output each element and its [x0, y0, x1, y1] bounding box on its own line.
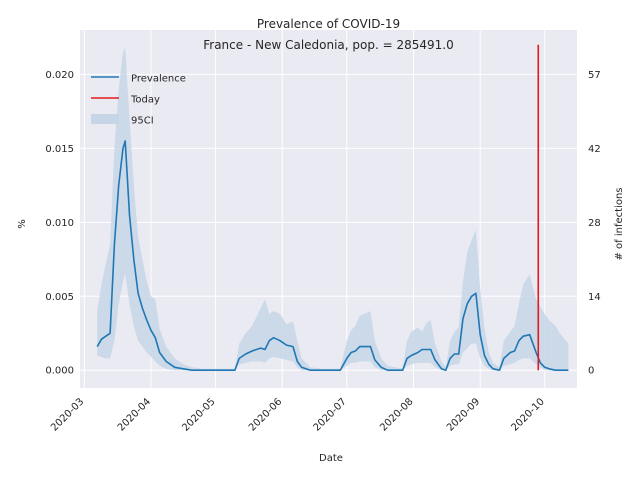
- prevalence-line-layer: [96, 140, 569, 372]
- x-tick-label: 2020-05: [180, 396, 217, 433]
- right-y-tick-label: 28: [588, 218, 601, 229]
- right-y-tick-label: 0: [588, 366, 594, 377]
- x-tick-label: 2020-07: [312, 396, 349, 433]
- legend-label-95ci: 95CI: [131, 116, 154, 127]
- x-tick-label: 2020-09: [445, 396, 482, 433]
- legend-label-prevalence: Prevalence: [131, 74, 186, 85]
- right-y-axis-label: # of infections: [614, 187, 625, 260]
- legend-label-today: Today: [130, 95, 160, 106]
- x-tick-labels: 2020-03 2020-04 2020-05 2020-06 2020-07 2020-…: [49, 396, 547, 433]
- y-tick-label: 0.020: [45, 70, 74, 81]
- x-tick-label: 2020-03: [49, 396, 86, 433]
- legend-swatch-95ci: [91, 114, 119, 124]
- x-tick-label: 2020-08: [378, 396, 415, 433]
- x-tick-label: 2020-04: [116, 396, 153, 433]
- y-tick-labels: 0.000 0.005 0.010 0.015 0.020: [45, 70, 74, 377]
- y-tick-label: 0.010: [45, 218, 74, 229]
- x-axis-label: Date: [319, 453, 343, 464]
- chart-subtitle: France - New Caledonia, pop. = 285491.0: [203, 38, 454, 52]
- right-y-tick-label: 42: [588, 144, 601, 155]
- x-tick-label: 2020-06: [247, 396, 284, 433]
- legend: Prevalence Today 95CI: [91, 74, 186, 127]
- x-tick-label: 2020-10: [510, 396, 547, 433]
- y-tick-label: 0.000: [45, 366, 74, 377]
- y-tick-label: 0.005: [45, 292, 74, 303]
- gridlines: [80, 30, 577, 388]
- y-axis-label: %: [17, 219, 28, 229]
- series-line-prevalence: [96, 140, 569, 372]
- chart-title: Prevalence of COVID-19: [257, 17, 400, 31]
- right-y-tick-label: 14: [588, 292, 601, 303]
- right-y-tick-labels: 0 14 28 42 57: [588, 70, 601, 377]
- y-tick-label: 0.015: [45, 144, 74, 155]
- plot-area: [80, 30, 577, 388]
- right-y-tick-label: 57: [588, 70, 601, 81]
